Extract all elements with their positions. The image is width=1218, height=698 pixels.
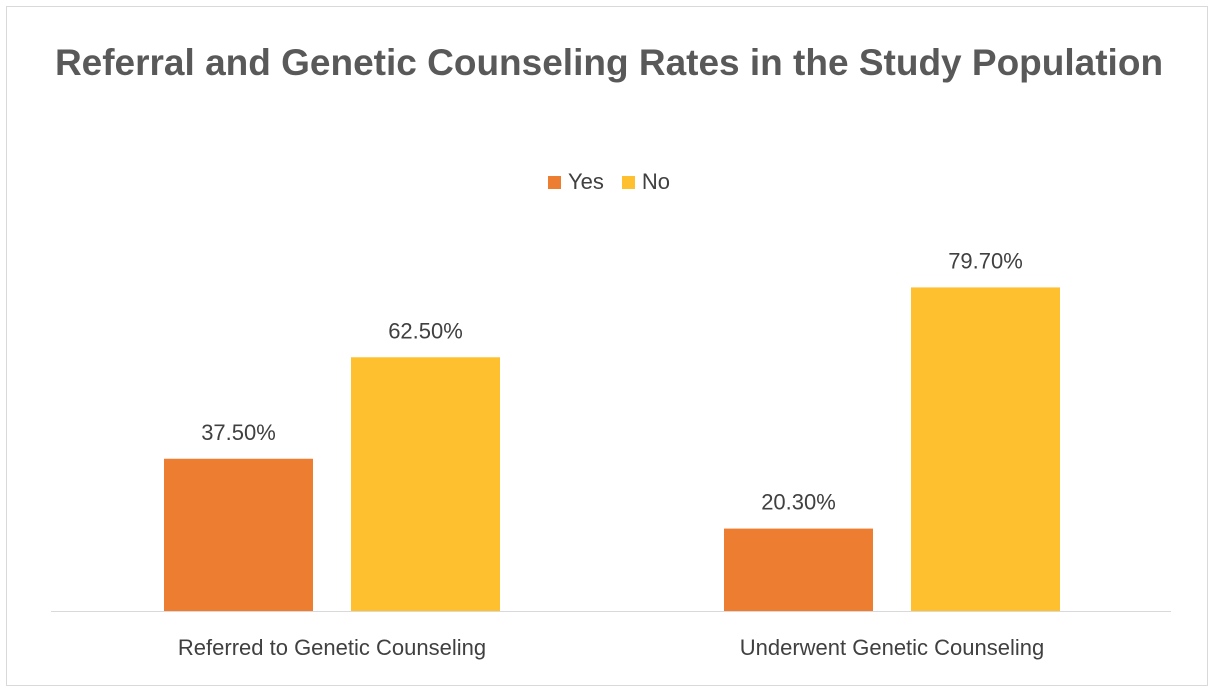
legend-label-yes: Yes [567, 169, 604, 194]
data-label-no-2: 79.70% [948, 248, 1023, 273]
legend-item-yes: Yes [547, 169, 604, 195]
data-label-no-1: 62.50% [388, 318, 463, 343]
data-label-yes-1: 37.50% [201, 420, 276, 445]
legend-label-no: No [641, 169, 670, 194]
bar-no-2 [911, 287, 1060, 611]
category-label-1: Referred to Genetic Counseling [178, 635, 486, 660]
chart-title: Referral and Genetic Counseling Rates in… [54, 42, 1164, 83]
data-label-yes-2: 20.30% [761, 490, 836, 515]
legend-item-no: No [621, 169, 670, 195]
category-label-2: Underwent Genetic Counseling [740, 635, 1045, 660]
legend-swatch-no [621, 175, 635, 189]
legend: Yes No [0, 169, 1218, 195]
bar-yes-1 [164, 458, 313, 611]
bar-yes-2 [724, 528, 873, 611]
bar-no-1 [351, 357, 500, 611]
legend-swatch-yes [547, 175, 561, 189]
